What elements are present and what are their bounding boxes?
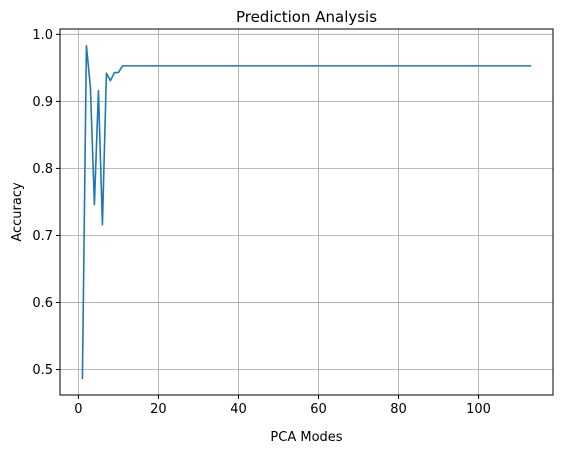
- y-tick-label: 0.8: [32, 162, 53, 177]
- chart-title: Prediction Analysis: [236, 8, 377, 26]
- x-gridlines: [77, 29, 480, 395]
- accuracy-line: [81, 44, 532, 380]
- y-tick-label: 0.5: [32, 363, 53, 378]
- series-layer: [81, 44, 532, 380]
- y-axis-label: Accuracy: [10, 182, 25, 242]
- x-axis-ticks: 0 20 40 60 80 100: [74, 395, 491, 417]
- y-axis-ticks: 0.5 0.6 0.7 0.8 0.9 1.0: [32, 28, 60, 378]
- x-tick-label: 80: [390, 402, 407, 417]
- x-axis-label: PCA Modes: [270, 430, 342, 445]
- x-tick-label: 20: [150, 402, 167, 417]
- y-tick-label: 1.0: [32, 28, 53, 43]
- plot-area: [60, 29, 553, 395]
- y-tick-label: 0.6: [32, 296, 53, 311]
- x-tick-label: 60: [310, 402, 327, 417]
- x-tick-label: 0: [74, 402, 82, 417]
- plot-frame: [59, 28, 554, 396]
- y-tick-label: 0.7: [32, 229, 53, 244]
- y-gridlines: [60, 33, 553, 370]
- y-tick-label: 0.9: [32, 95, 53, 110]
- x-tick-label: 40: [230, 402, 247, 417]
- x-tick-label: 100: [466, 402, 491, 417]
